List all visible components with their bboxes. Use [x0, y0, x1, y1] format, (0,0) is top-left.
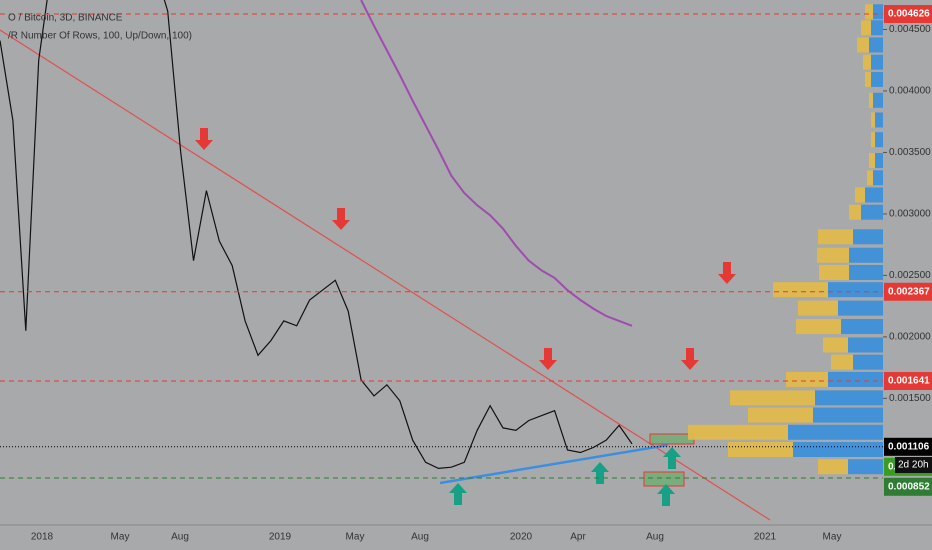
level-tag [884, 282, 932, 301]
profile-down [798, 300, 838, 316]
x-tick-label: 2021 [754, 532, 777, 543]
profile-up [861, 204, 883, 220]
zone-box [643, 471, 685, 487]
legend-text: O / Bitcoin, 3D, BINANCE [8, 13, 123, 24]
profile-down [817, 247, 849, 263]
y-tick-label: 0.001500 [889, 393, 931, 404]
profile-down [869, 92, 873, 108]
profile-down [849, 204, 861, 220]
y-tick-label: 0.003500 [889, 147, 931, 158]
y-tick-label: 0.002500 [889, 270, 931, 281]
y-tick-label: 0.003000 [889, 209, 931, 220]
profile-up [865, 187, 883, 203]
profile-up [828, 371, 883, 387]
profile-down [818, 229, 853, 245]
y-tick-label: 0.004000 [889, 86, 931, 97]
arrows-down [195, 128, 736, 370]
countdown-bg [895, 457, 932, 473]
profile-up [853, 354, 883, 370]
profile-down [855, 187, 865, 203]
x-tick-label: Aug [411, 532, 429, 543]
y-tick-label: 0.004500 [889, 24, 931, 35]
profile-up [875, 132, 883, 148]
profile-down [871, 132, 875, 148]
level-tag [884, 5, 932, 24]
profile-down [818, 459, 848, 475]
level-label: 0.000852 [888, 481, 930, 492]
plot-area [0, 0, 883, 521]
level-label: 0.001641 [888, 376, 930, 387]
profile-up [869, 37, 883, 53]
x-tick-label: 2018 [31, 532, 54, 543]
profile-up [873, 170, 883, 186]
level-tag [884, 372, 932, 391]
profile-up [875, 153, 883, 169]
legend-text: /R Number Of Rows, 100, Up/Down, 100) [8, 31, 192, 42]
profile-down [861, 20, 871, 36]
profile-up [849, 264, 883, 280]
profile-up [828, 282, 883, 298]
profile-up [849, 247, 883, 263]
profile-up [871, 71, 883, 87]
profile-down [863, 54, 871, 70]
profile-up [793, 442, 883, 457]
profile-up [788, 424, 883, 440]
trendline [0, 29, 771, 521]
x-tick-label: Apr [570, 532, 586, 543]
profile-down [871, 112, 875, 128]
profile-up [871, 54, 883, 70]
x-tick-label: 2020 [510, 532, 533, 543]
arrows-up [449, 447, 681, 506]
profile-down [831, 354, 853, 370]
profile-down [869, 153, 875, 169]
profile-up [848, 337, 883, 353]
profile-down [819, 264, 849, 280]
level-tag [884, 477, 932, 496]
countdown: 2d 20h [898, 460, 929, 471]
profile-up [875, 112, 883, 128]
profile-down [786, 371, 828, 387]
profile-down [823, 337, 848, 353]
zone-box [649, 433, 695, 445]
level-label: 0.002367 [888, 286, 930, 297]
x-tick-label: May [346, 532, 365, 543]
profile-down [748, 407, 813, 423]
profile-down [865, 71, 871, 87]
level-label: 0.004626 [888, 9, 930, 20]
profile-up [813, 407, 883, 423]
profile-down [730, 390, 815, 406]
profile-up [848, 459, 883, 475]
level-tag [884, 437, 932, 456]
profile-up [873, 92, 883, 108]
profile-down [867, 170, 873, 186]
x-tick-label: 2019 [269, 532, 292, 543]
level-label: 0.001106 [888, 441, 930, 452]
trendline [439, 443, 669, 485]
x-tick-label: Aug [171, 532, 189, 543]
profile-down [857, 37, 869, 53]
profile-down [773, 282, 828, 298]
profile-down [865, 4, 873, 20]
profile-up [871, 20, 883, 36]
profile-up [841, 319, 883, 335]
x-tick-label: May [111, 532, 130, 543]
series-line [360, 0, 633, 327]
x-tick-label: May [823, 532, 842, 543]
x-tick-label: Aug [646, 532, 664, 543]
y-tick-label: 0.002000 [889, 332, 931, 343]
profile-down [796, 319, 841, 335]
profile-up [815, 390, 883, 406]
series-line [0, 0, 633, 470]
profile-down [688, 424, 788, 440]
profile-down [728, 442, 793, 457]
profile-up [838, 300, 883, 316]
profile-up [853, 229, 883, 245]
profile-up [873, 4, 883, 20]
